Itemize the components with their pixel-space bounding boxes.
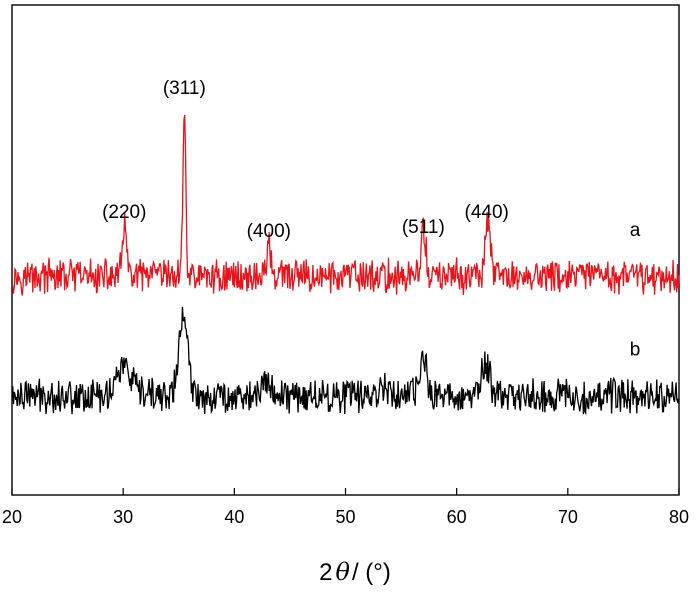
x-tick-label: 30 <box>113 507 133 527</box>
x-axis-title-symbol: θ <box>335 558 350 586</box>
x-tick-label: 40 <box>224 507 244 527</box>
peak-labels: (220) (311) (400) (511) (440) <box>102 78 509 242</box>
peak-label: (311) <box>163 78 206 99</box>
x-tick-label: 60 <box>447 507 467 527</box>
x-tick-label: 20 <box>2 507 22 527</box>
series-line-b <box>11 306 680 416</box>
x-tick-label: 70 <box>558 507 578 527</box>
series-labels: ab <box>630 220 641 360</box>
series-layer <box>11 114 680 416</box>
x-tick-label: 80 <box>669 507 689 527</box>
x-tick-label: 50 <box>335 507 355 527</box>
peak-label: (400) <box>247 221 291 242</box>
peak-label: (220) <box>102 202 146 223</box>
series-line-a <box>11 114 680 296</box>
peak-label: (440) <box>465 202 509 223</box>
x-axis: 20 30 40 50 60 70 80 <box>2 488 689 527</box>
peak-label: (511) <box>402 217 445 238</box>
series-label-a: a <box>630 220 641 241</box>
plot-frame <box>11 4 680 496</box>
x-axis-title-suffix: / (°) <box>352 559 391 586</box>
series-label-b: b <box>630 339 641 360</box>
x-axis-title: 2 θ/ (°) <box>319 558 391 586</box>
x-axis-title-prefix: 2 <box>319 559 332 586</box>
